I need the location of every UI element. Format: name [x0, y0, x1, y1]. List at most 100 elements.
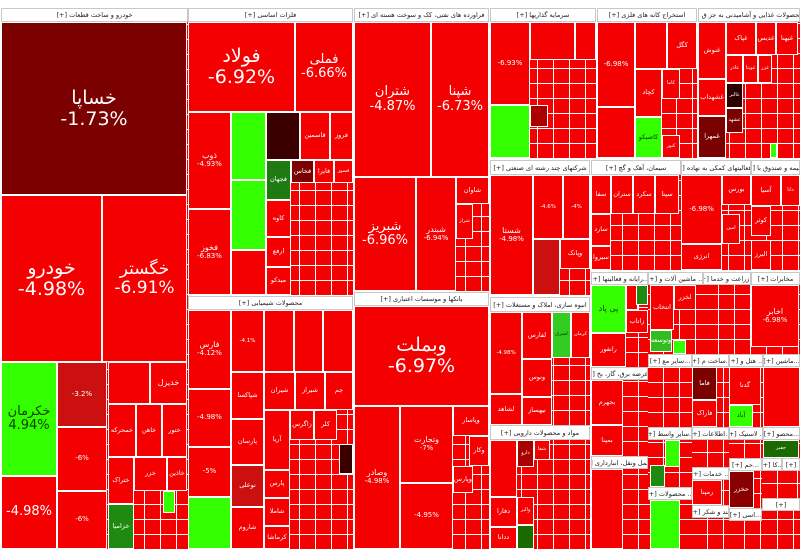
stock-tile[interactable]: کاوه — [266, 200, 291, 237]
stock-tile[interactable] — [188, 497, 231, 549]
stock-tile[interactable] — [530, 22, 575, 60]
sector-header-expand-button[interactable]: ... لاستیک [+] — [729, 427, 763, 440]
stock-tile[interactable]: امین — [722, 214, 740, 244]
stock-tile[interactable] — [770, 143, 777, 158]
sector-header-expand-button[interactable]: خودرو و ساخت قطعات [+] — [1, 8, 188, 22]
stock-tile[interactable]: فارس -4.12% — [188, 310, 231, 389]
stock-tile[interactable]: ختراک — [108, 457, 134, 504]
stock-tile[interactable]: فخاس — [291, 160, 314, 183]
stock-tile[interactable]: سارد — [591, 214, 611, 246]
stock-tile[interactable]: شستا -4.98% — [490, 175, 533, 295]
stock-tile[interactable] — [323, 310, 353, 372]
stock-tile[interactable]: گدنا — [729, 367, 761, 405]
stock-tile[interactable]: لشرق — [552, 312, 571, 358]
stock-tile[interactable] — [231, 180, 266, 250]
stock-tile[interactable]: لشاهد — [490, 394, 522, 425]
stock-tile[interactable]: کوثر — [751, 206, 771, 236]
stock-tile[interactable]: -6.93% — [490, 22, 530, 105]
sector-header-expand-button[interactable]: ...محصولات غذایی و آشامیدنی به جز ق [+] — [698, 8, 800, 22]
stock-tile[interactable]: شیران — [264, 372, 295, 410]
sector-header-expand-button[interactable]: ...حم [+] — [729, 458, 762, 471]
stock-tile[interactable]: کرماشا — [264, 526, 290, 549]
stock-tile[interactable]: انتخاب — [650, 285, 674, 330]
stock-tile[interactable]: -6.98% — [597, 22, 635, 107]
sector-header-expand-button[interactable]: [+] — [762, 498, 800, 511]
sector-header-expand-button[interactable]: فلزات اساسی [+] — [188, 8, 353, 22]
stock-tile[interactable]: ذوب -4.93% — [188, 112, 231, 209]
stock-tile[interactable]: شبریز -6.96% — [354, 177, 416, 291]
stock-tile[interactable]: -4.1% — [231, 310, 264, 372]
stock-tile[interactable]: خساپا -1.73% — [1, 22, 187, 195]
sector-header-expand-button[interactable]: سرمایه گذاریها [+] — [490, 8, 596, 22]
sector-header-expand-button[interactable]: قند و شکر [+] — [692, 505, 729, 518]
sector-header-expand-button[interactable]: ...اطلاعات [+] — [692, 427, 729, 440]
stock-tile[interactable]: آریا — [264, 410, 290, 470]
sector-header-expand-button[interactable]: ... ماشین آلات و [+] — [648, 272, 703, 285]
stock-tile[interactable] — [673, 340, 686, 354]
sector-header-expand-button[interactable]: ...ساخت م [+] — [692, 354, 729, 367]
stock-tile[interactable]: رمپنا — [692, 480, 722, 505]
stock-tile[interactable]: شاروم — [231, 507, 264, 549]
stock-tile[interactable]: کاما — [662, 69, 680, 99]
stock-tile[interactable]: فملی -6.66% — [295, 22, 353, 112]
stock-tile[interactable]: خزر — [134, 457, 167, 491]
stock-tile[interactable]: ختور — [162, 404, 187, 457]
stock-tile[interactable]: بمپنا — [591, 425, 623, 456]
stock-tile[interactable]: -4.6% — [533, 175, 563, 239]
sector-header-expand-button[interactable]: استخراج کانه های فلزی [+] — [597, 8, 697, 22]
stock-tile[interactable] — [266, 112, 300, 160]
stock-tile[interactable]: شپنا -6.73% — [431, 22, 489, 177]
stock-tile[interactable]: وکار — [469, 436, 489, 466]
stock-tile[interactable]: وتوسعه — [650, 330, 672, 352]
sector-header-expand-button[interactable]: ...کا [+] — [762, 458, 782, 471]
stock-tile[interactable] — [163, 491, 175, 513]
stock-tile[interactable]: خاهن — [136, 404, 162, 457]
stock-tile[interactable] — [650, 465, 665, 487]
stock-tile[interactable]: وپاسار — [453, 406, 489, 436]
stock-tile[interactable]: غزر — [758, 55, 772, 83]
stock-tile[interactable]: کچاد — [635, 69, 662, 117]
stock-tile[interactable]: پی پاد — [591, 285, 626, 333]
stock-tile[interactable]: غاذر — [726, 55, 743, 83]
stock-tile[interactable]: -4% — [563, 175, 590, 239]
stock-tile[interactable] — [597, 107, 635, 158]
stock-tile[interactable] — [635, 22, 667, 69]
stock-tile[interactable]: وبملت -6.97% — [354, 306, 489, 406]
stock-tile[interactable]: انرژی — [681, 244, 722, 270]
stock-tile[interactable]: -4.98% — [1, 476, 57, 549]
sector-header-expand-button[interactable]: ...عرضه برق، گاز، بخ [+] — [591, 367, 648, 380]
stock-tile[interactable]: ارفع — [266, 237, 291, 267]
stock-tile[interactable]: بجهرم — [591, 380, 623, 425]
stock-tile[interactable]: پارسان — [231, 419, 264, 465]
stock-tile[interactable]: -5% — [188, 447, 231, 497]
stock-tile[interactable]: -6% — [57, 427, 107, 491]
stock-tile[interactable]: شراز — [456, 204, 473, 239]
stock-tile[interactable] — [517, 525, 534, 549]
stock-tile[interactable]: غپاک — [726, 22, 756, 55]
sector-header-expand-button[interactable]: ...زراعت و خدما [+] — [703, 272, 751, 285]
stock-tile[interactable] — [231, 250, 266, 295]
stock-tile[interactable]: -4.98% — [490, 312, 522, 394]
stock-tile[interactable]: وصادر -4.98% — [354, 406, 400, 549]
sector-header-expand-button[interactable]: مواد و محصولات دارویی [+] — [490, 425, 590, 440]
stock-tile[interactable]: جفبر — [763, 440, 799, 458]
stock-tile[interactable]: شیراز — [295, 372, 325, 410]
stock-tile[interactable] — [665, 440, 680, 467]
stock-tile[interactable]: سکرد — [633, 175, 655, 214]
stock-tile[interactable]: نوعلی — [231, 465, 264, 507]
sector-header-expand-button[interactable]: ... خدمات [+] — [692, 467, 729, 480]
stock-tile[interactable] — [575, 22, 596, 60]
stock-tile[interactable]: دفارا — [490, 497, 517, 527]
stock-tile[interactable] — [763, 367, 800, 427]
stock-tile[interactable]: -6.98% — [681, 175, 722, 244]
stock-tile[interactable]: -6% — [57, 491, 107, 549]
stock-tile[interactable]: لفارس — [522, 312, 552, 359]
stock-tile[interactable]: میدکو — [266, 267, 291, 295]
stock-tile[interactable]: خمحرکه — [108, 404, 136, 457]
stock-tile[interactable] — [650, 500, 680, 549]
stock-tile[interactable]: فاراک — [692, 400, 717, 427]
stock-tile[interactable]: ستران — [611, 175, 633, 214]
stock-tile[interactable]: سفا — [591, 175, 611, 214]
stock-tile[interactable]: سیروا — [591, 246, 611, 270]
stock-tile[interactable]: کرمان — [571, 312, 590, 358]
